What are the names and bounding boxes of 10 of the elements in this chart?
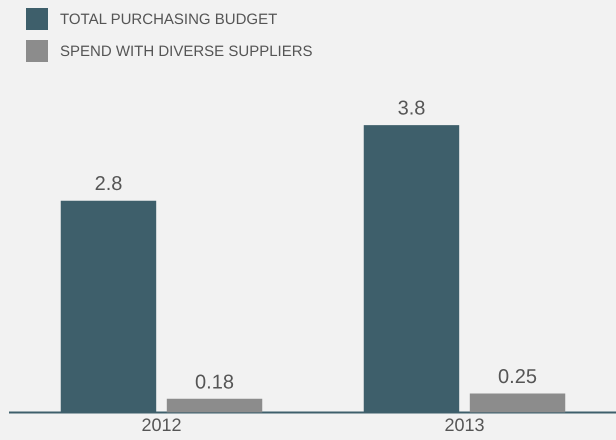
x-tick-label: 2012 [141,415,182,436]
data-label: 3.8 [398,98,426,120]
data-label: 2.8 [94,173,122,196]
data-label: 0.18 [195,371,234,394]
x-tick-label: 2013 [444,415,485,436]
bar [470,394,566,412]
legend-label: TOTAL PURCHASING BUDGET [60,10,278,28]
data-label: 0.25 [498,366,537,388]
bar [166,398,262,412]
legend-label: SPEND WITH DIVERSE SUPPLIERS [60,42,313,60]
